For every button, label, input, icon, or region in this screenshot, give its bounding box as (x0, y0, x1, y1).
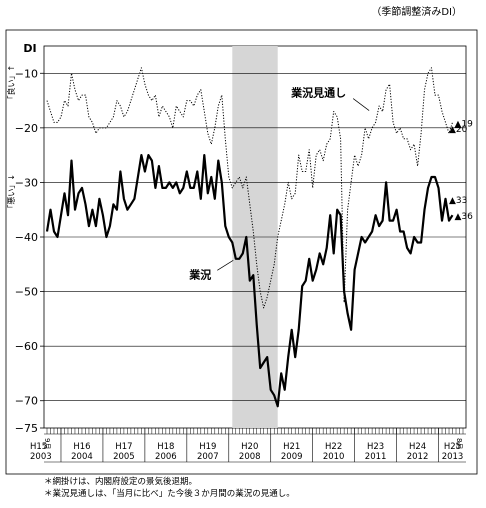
leader-line-outlook (352, 98, 370, 111)
series-label-condition: 業況 (188, 267, 211, 281)
x-era-label: H20 (241, 442, 258, 452)
unit-note: （季節調整済みDI） (371, 7, 462, 18)
x-year-label: 2010 (323, 452, 345, 462)
x-era-label: H19 (199, 442, 216, 452)
series-end-label: ▲36 (455, 212, 474, 222)
x-year-label: 2013 (442, 452, 464, 462)
x-era-label: H17 (115, 442, 132, 452)
x-year-label: 2012 (407, 452, 429, 462)
x-era-label: H18 (157, 442, 174, 452)
x-year-label: 2009 (281, 452, 303, 462)
y-tick-label: −50 (15, 286, 38, 299)
x-year-label: 2005 (113, 452, 135, 462)
y-tick-label: −75 (15, 422, 38, 435)
x-year-label: 2008 (239, 452, 261, 462)
y-tick-label: −40 (15, 231, 38, 244)
x-era-label: H16 (73, 442, 90, 452)
x-last-month-label: 8月 (455, 438, 463, 449)
y-tick-label: −60 (15, 340, 38, 353)
x-era-label: H25 (444, 442, 461, 452)
leader-line-condition (217, 259, 234, 271)
x-era-label: H15 (30, 442, 47, 452)
series-end-label: ▲19 (455, 119, 474, 129)
y-axis-label: DI (23, 42, 36, 55)
x-era-label: H23 (367, 442, 384, 452)
x-year-label: 2004 (71, 452, 93, 462)
y-tick-label: −10 (15, 67, 38, 80)
x-first-month-label: 9月 (43, 438, 51, 449)
y-tick-label: −20 (15, 122, 38, 135)
extra-end-label: ▲20 (449, 125, 468, 135)
x-era-label: H24 (409, 442, 426, 452)
y-side-label-bad: 「悪い」↓ (7, 174, 16, 213)
y-tick-label: −70 (15, 395, 38, 408)
x-year-label: 2011 (365, 452, 387, 462)
x-era-label: H21 (283, 442, 300, 452)
outer-frame (5, 29, 478, 475)
note-recession: ＊網掛けは、内閣府設定の景気後退期。 (44, 477, 198, 487)
y-side-label-good: 「良い」↑ (6, 65, 16, 104)
y-tick-label: −30 (15, 176, 38, 189)
x-year-label: 2007 (197, 452, 219, 462)
series-line-business-condition (45, 154, 454, 408)
extra-end-label: ▲33 (449, 196, 467, 206)
series-line-business-outlook (46, 67, 453, 309)
note-outlook: ＊業況見通しは、「当月に比べ」た今後３か月間の業況の見通し。 (44, 489, 295, 499)
x-era-label: H22 (325, 442, 342, 452)
x-year-label: 2003 (30, 452, 52, 462)
x-year-label: 2006 (155, 452, 177, 462)
series-label-outlook: 業況見通し (290, 86, 346, 100)
